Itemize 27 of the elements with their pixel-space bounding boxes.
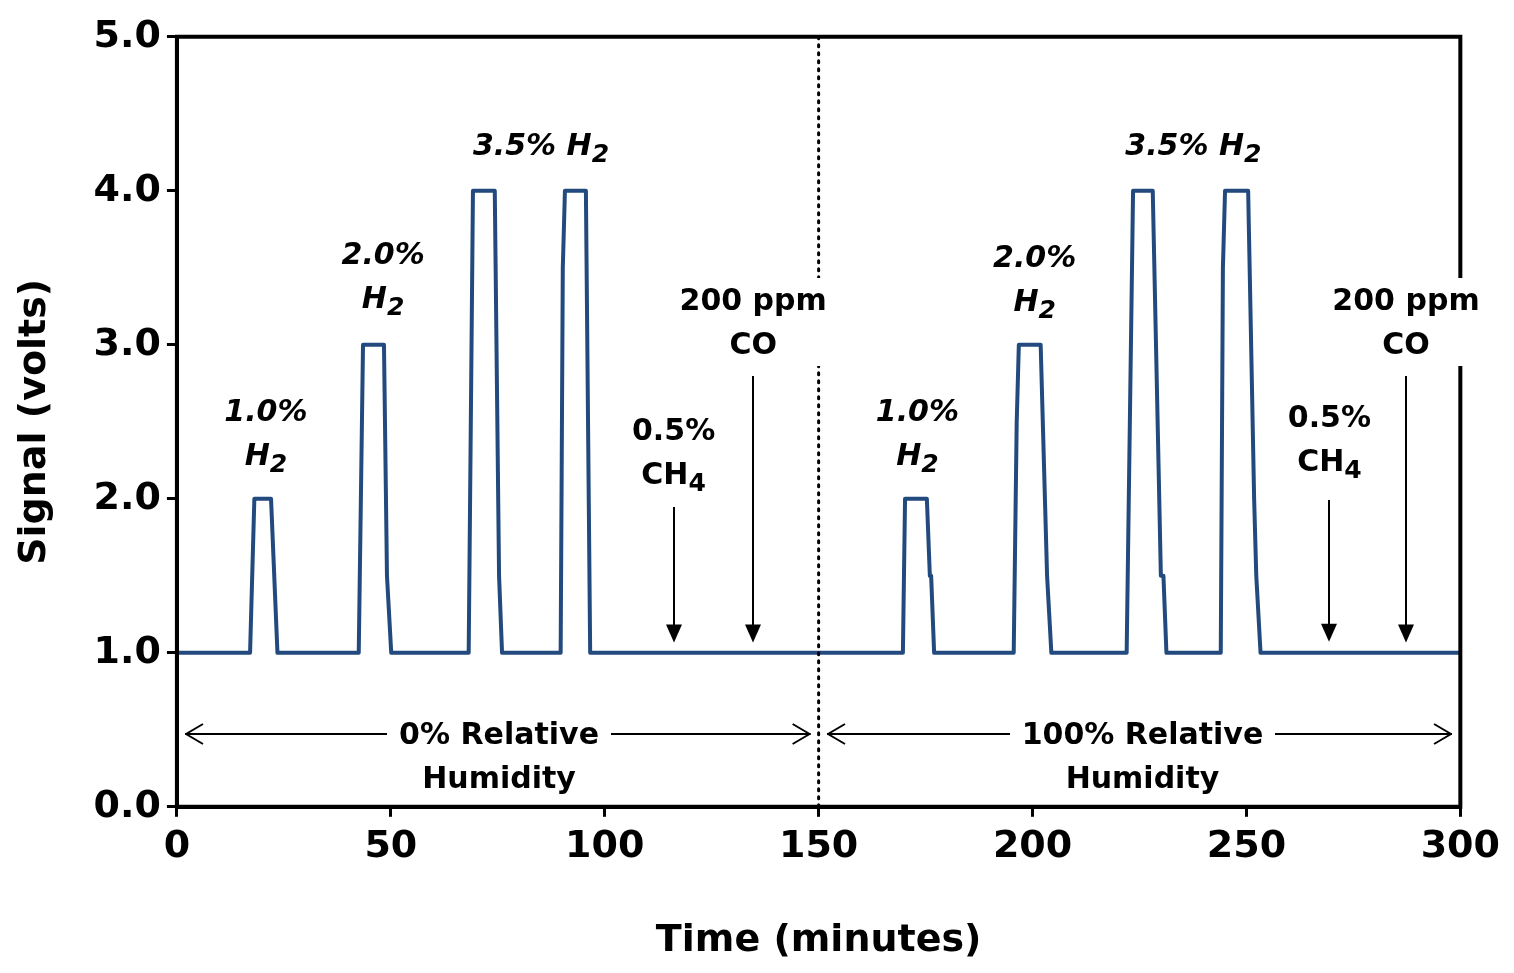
annotation: 2.0% H$_{2}$	[341, 234, 425, 323]
x-tick-label: 50	[364, 822, 418, 867]
x-tick-label: 100	[565, 822, 645, 867]
annotation: 2.0% H$_{2}$	[993, 237, 1077, 326]
x-axis-title: Time (minutes)	[655, 916, 982, 961]
annotation: 0% Relative Humidity	[399, 715, 599, 798]
y-tick-label: 2.0	[93, 473, 161, 518]
annotation: 0.5% CH$_{4}$	[631, 410, 716, 499]
annotation: 200 ppm CO	[679, 280, 827, 363]
y-tick-label: 4.0	[93, 165, 161, 210]
annotation: 3.5% H$_{2}$	[1125, 125, 1262, 170]
y-tick-label: 5.0	[93, 11, 161, 56]
y-tick-label: 1.0	[93, 627, 161, 672]
y-axis-title: Signal (volts)	[9, 278, 54, 565]
y-tick-label: 3.0	[93, 319, 161, 364]
x-tick-label: 250	[1206, 822, 1287, 867]
annotation: 1.0% H$_{2}$	[224, 391, 308, 480]
annotation: 3.5% H$_{2}$	[472, 125, 610, 170]
y-tick-label: 0.0	[93, 781, 161, 826]
x-tick-label: 150	[778, 822, 859, 867]
annotation: 100% Relative Humidity	[1021, 715, 1264, 798]
x-tick-label: 300	[1420, 822, 1500, 867]
x-tick-label: 0	[163, 822, 191, 867]
annotation: 1.0% H$_{2}$	[875, 391, 960, 480]
annotation: 200 ppm CO	[1332, 280, 1480, 363]
annotation: 0.5% CH$_{4}$	[1287, 397, 1372, 486]
x-tick-label: 200	[992, 822, 1073, 867]
